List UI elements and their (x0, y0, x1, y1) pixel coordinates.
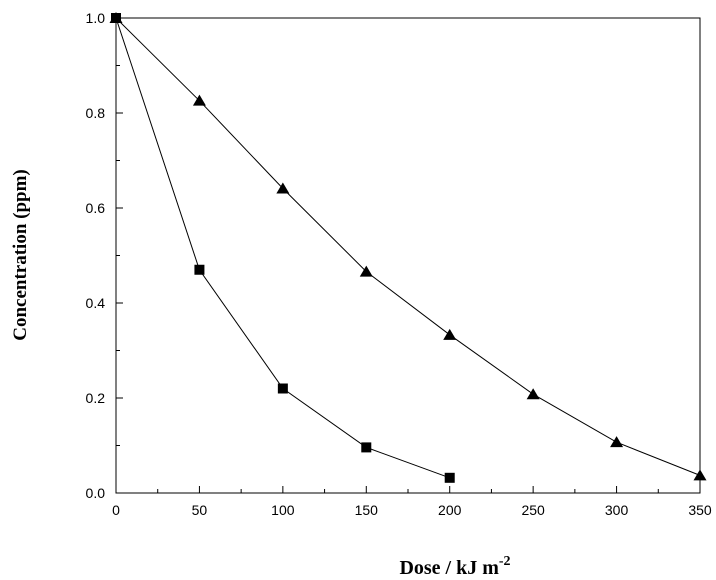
plot-frame (115, 17, 701, 494)
series-1-point (361, 442, 372, 453)
x-tick-label: 100 (271, 502, 295, 518)
series-1-point (277, 383, 288, 394)
x-axis-title: Dose / kJ m-2 (399, 554, 510, 579)
x-axis-ticks: 0 50 100 150 200 250 300 350 (112, 486, 712, 518)
y-tick-label: 0.0 (86, 485, 106, 501)
series-1-point (444, 472, 455, 483)
x-axis-title-superscript: -2 (499, 554, 511, 569)
y-tick-label: 0.8 (86, 105, 106, 121)
x-tick-label: 350 (688, 502, 712, 518)
series-2-point (359, 265, 373, 277)
y-axis-ticks: 0.0 0.2 0.4 0.6 0.8 1.0 (86, 10, 123, 501)
series-layer (109, 12, 707, 483)
series-2-point (276, 182, 290, 194)
x-tick-label: 150 (355, 502, 379, 518)
x-tick-label: 300 (605, 502, 629, 518)
series-1-line (115, 17, 450, 479)
series-2-line (115, 17, 701, 476)
x-axis-title-text: Dose / kJ m (399, 557, 499, 579)
series-2-point (443, 328, 457, 340)
x-tick-label: 250 (521, 502, 545, 518)
series-2-point (109, 12, 123, 23)
series-2-point (526, 388, 540, 400)
x-tick-label: 200 (438, 502, 462, 518)
x-tick-label: 0 (112, 502, 120, 518)
y-tick-label: 0.6 (86, 200, 106, 216)
series-2-point (693, 469, 707, 481)
y-tick-label: 0.2 (86, 390, 106, 406)
series-2-point (192, 94, 206, 106)
x-tick-label: 50 (192, 502, 208, 518)
y-tick-label: 1.0 (86, 10, 106, 26)
y-tick-label: 0.4 (86, 295, 106, 311)
series-2-point (610, 436, 624, 448)
y-axis-title: Concentration (ppm) (10, 169, 31, 341)
series-1-point (194, 264, 205, 275)
